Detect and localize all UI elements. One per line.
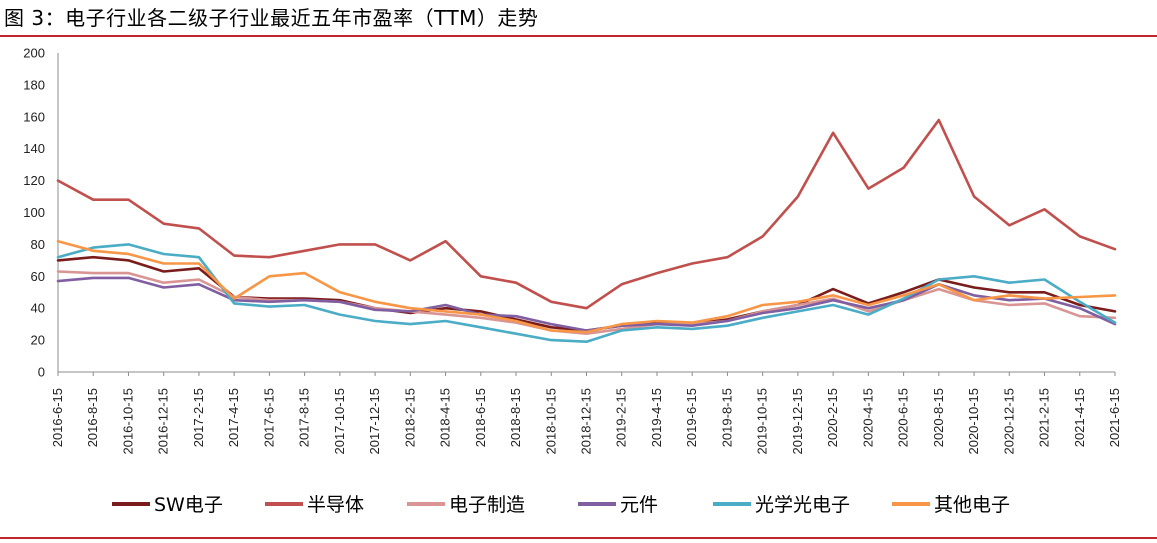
y-tick-label: 40: [31, 301, 45, 316]
x-tick-label: 2020-12-15: [1001, 388, 1016, 455]
y-tick-label: 100: [23, 205, 45, 220]
x-tick-label: 2019-4-15: [649, 388, 664, 447]
legend-label: 其他电子: [934, 494, 1010, 516]
axes: 0 20 40 60 80 100 120 140 160 180 200 2016-6-15 2016…: [23, 46, 1122, 455]
x-tick-label: 2017-12-15: [367, 388, 382, 455]
x-tick-label: 2020-2-15: [825, 388, 840, 447]
x-tick-label: 2019-2-15: [614, 388, 629, 447]
y-tick-label: 160: [23, 109, 45, 124]
series-line: [56, 276, 1117, 332]
x-tick-label: 2016-6-15: [50, 388, 65, 447]
x-tick-label: 2018-2-15: [402, 388, 417, 447]
legend-label: SW电子: [154, 494, 223, 516]
legend-label: 半导体: [307, 494, 364, 516]
legend-label: 电子制造: [449, 494, 525, 516]
chart-title: 图 3：电子行业各二级子行业最近五年市盈率（TTM）走势: [4, 6, 539, 30]
x-tick-label: 2021-6-15: [1107, 388, 1122, 447]
header-divider: [0, 35, 1157, 37]
y-tick-label: 120: [23, 173, 45, 188]
x-tick-label: 2017-8-15: [297, 388, 312, 447]
y-tick-label: 0: [38, 365, 45, 380]
legend-label: 元件: [620, 494, 658, 516]
x-tick-label: 2018-4-15: [438, 388, 453, 447]
x-tick-label: 2017-6-15: [261, 388, 276, 447]
series-line: [56, 239, 1117, 334]
x-tick-label: 2019-12-15: [790, 388, 805, 455]
series-lines: [56, 118, 1117, 344]
x-tick-label: 2018-6-15: [473, 388, 488, 447]
series-line: [56, 243, 1117, 344]
y-tick-label: 60: [31, 269, 45, 284]
x-tick-label: 2017-10-15: [332, 388, 347, 455]
x-tick-label: 2020-8-15: [931, 388, 946, 447]
x-tick-label: 2019-8-15: [719, 388, 734, 447]
series-line: [56, 118, 1117, 310]
y-tick-label: 80: [31, 237, 45, 252]
y-tick-label: 20: [31, 333, 45, 348]
y-tick-label: 180: [23, 77, 45, 92]
footer-divider: [0, 537, 1157, 539]
x-tick-label: 2021-2-15: [1037, 388, 1052, 447]
x-tick-label: 2020-6-15: [896, 388, 911, 447]
y-tick-label: 140: [23, 141, 45, 156]
x-tick-label: 2019-10-15: [755, 388, 770, 455]
x-tick-label: 2018-10-15: [543, 388, 558, 455]
x-tick-label: 2016-8-15: [85, 388, 100, 447]
legend-label: 光学光电子: [755, 494, 850, 516]
x-tick-label: 2018-12-15: [579, 388, 594, 455]
x-tick-label: 2016-10-15: [120, 388, 135, 455]
x-tick-label: 2017-4-15: [226, 388, 241, 447]
legend: SW电子 半导体 电子制造 元件 光学光电子 其他电子: [112, 494, 1010, 516]
x-tick-label: 2020-10-15: [966, 388, 981, 455]
y-tick-label: 200: [23, 46, 45, 61]
x-tick-label: 2018-8-15: [508, 388, 523, 447]
x-tick-label: 2016-12-15: [156, 388, 171, 455]
x-tick-label: 2021-4-15: [1072, 388, 1087, 447]
x-tick-label: 2019-6-15: [684, 388, 699, 447]
x-tick-label: 2020-4-15: [860, 388, 875, 447]
x-tick-label: 2017-2-15: [191, 388, 206, 447]
